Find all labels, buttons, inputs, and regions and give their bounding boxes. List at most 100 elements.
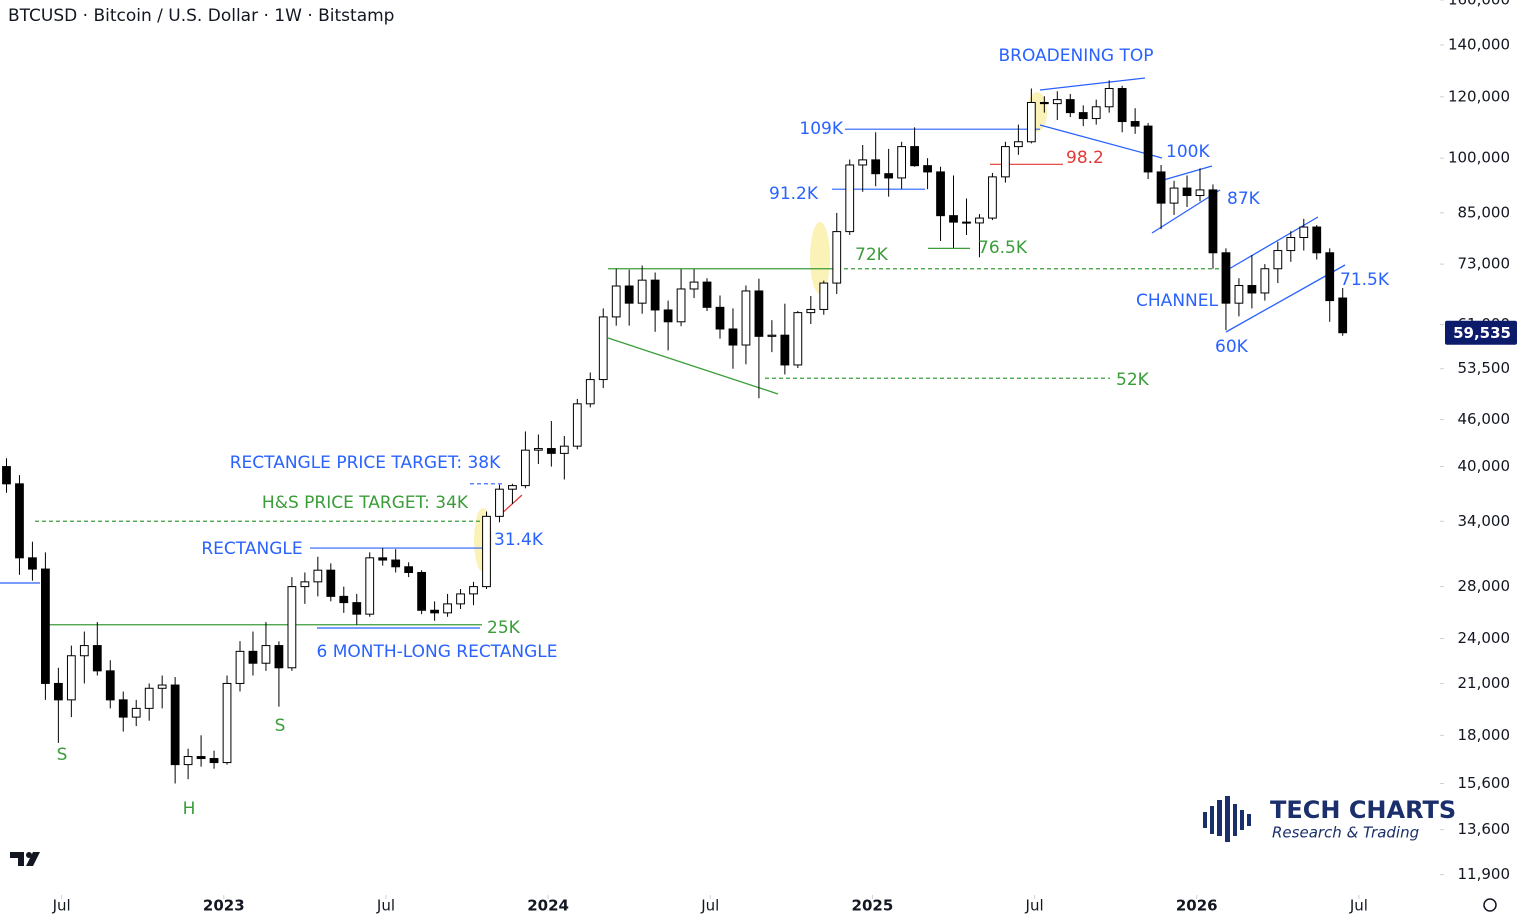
- candle-body: [598, 316, 608, 381]
- y-tick-label: 24,000: [1458, 629, 1511, 647]
- annotation: 87K: [1227, 189, 1261, 209]
- y-tick-label: 34,000: [1458, 512, 1511, 530]
- x-tick-label: 2025: [852, 897, 894, 915]
- candle-body: [663, 309, 673, 323]
- x-tick-label: 2024: [527, 897, 569, 915]
- annotation: RECTANGLE PRICE TARGET: 38K: [230, 453, 501, 473]
- candle-body: [1078, 112, 1088, 120]
- candle-body: [222, 682, 232, 764]
- candle-body: [105, 670, 115, 701]
- chart-title: BTCUSD · Bitcoin / U.S. Dollar · 1W · Bi…: [8, 6, 394, 26]
- candle-body: [1273, 250, 1283, 270]
- y-tick-label: 46,000: [1458, 410, 1511, 428]
- candle-body: [521, 449, 530, 487]
- candle-body: [92, 645, 102, 672]
- candle-body: [884, 173, 894, 179]
- candle-body: [780, 334, 790, 366]
- x-tick-label: 2026: [1176, 897, 1218, 915]
- candle-body: [404, 566, 414, 573]
- candle-body: [443, 603, 452, 614]
- candle-body: [715, 306, 725, 330]
- candle-body: [988, 176, 997, 219]
- y-tick-label: 100,000: [1448, 149, 1510, 167]
- candle-body: [15, 483, 24, 559]
- candle-body: [300, 581, 310, 588]
- annotation: 72K: [855, 245, 889, 265]
- settings-icon[interactable]: [1483, 898, 1497, 912]
- candle-body: [1169, 187, 1179, 204]
- x-tick-label: Jul: [700, 897, 719, 915]
- candle-body: [1091, 106, 1101, 120]
- settings-icon[interactable]: [1483, 898, 1497, 912]
- candle-body: [689, 281, 699, 290]
- annotations: BROADENING TOP CHANNEL RECTANGLE RECTANGLE …: [57, 46, 1390, 819]
- annotation: 71.5K: [1340, 270, 1390, 290]
- candle-body: [508, 485, 517, 490]
- candle-body: [482, 515, 491, 588]
- candle-body: [572, 403, 582, 447]
- candle-body: [1195, 189, 1205, 197]
- y-tick-label: 40,000: [1458, 457, 1511, 475]
- candle-body: [962, 221, 971, 224]
- candle-body: [144, 687, 154, 709]
- candle-body: [702, 281, 712, 308]
- annotation: 91.2K: [769, 184, 819, 204]
- y-tick-label: 11,900: [1458, 865, 1511, 883]
- candle-body: [41, 568, 50, 684]
- candle-body: [923, 165, 932, 173]
- y-tick-label: 53,500: [1458, 359, 1511, 377]
- last-price-label: 59,535: [1453, 324, 1511, 342]
- candle-body: [339, 595, 349, 604]
- level-lines: [35, 128, 1220, 626]
- candle-body: [1312, 226, 1322, 254]
- annotation: 98.2: [1066, 148, 1104, 168]
- annotation: RECTANGLE: [201, 539, 302, 559]
- candle-body: [261, 645, 271, 664]
- x-tick-label: Jul: [376, 897, 395, 915]
- candle-body: [845, 164, 855, 233]
- y-tick-label: 28,000: [1458, 577, 1511, 595]
- annotation: 100K: [1166, 142, 1210, 162]
- candle-body: [170, 684, 180, 766]
- candle-body: [1260, 268, 1270, 294]
- candles: [2, 80, 1348, 784]
- candle-body: [248, 650, 258, 664]
- candle-body: [1208, 189, 1218, 254]
- annotation: S: [57, 745, 68, 765]
- y-tick-label: 120,000: [1448, 87, 1510, 105]
- candle-body: [806, 308, 816, 314]
- trend-line: [607, 337, 779, 395]
- candle-body: [975, 217, 984, 224]
- candle-body: [274, 645, 284, 669]
- x-tick-label: Jul: [52, 897, 71, 915]
- candle-body: [196, 756, 206, 760]
- candle-body: [624, 285, 634, 304]
- annotation: 76.5K: [978, 238, 1028, 258]
- highlight: [810, 222, 830, 294]
- candle-body: [1117, 88, 1127, 123]
- candle-body: [728, 328, 738, 346]
- candle-body: [326, 569, 336, 597]
- candle-body: [767, 334, 777, 337]
- candle-body: [676, 288, 686, 323]
- candle-body: [79, 645, 89, 657]
- candle-body: [1104, 88, 1114, 108]
- trend-line: [1039, 124, 1163, 159]
- brand-name: TECH CHARTS: [1270, 796, 1456, 824]
- annotation: 52K: [1116, 370, 1150, 390]
- y-tick-label: 73,000: [1458, 255, 1511, 273]
- candle-body: [365, 557, 375, 615]
- y-tick-label: 13,600: [1458, 820, 1511, 838]
- candle-body: [53, 682, 63, 701]
- candle-body: [1221, 252, 1231, 304]
- tradingview-logo: [10, 852, 40, 866]
- candle-body: [287, 586, 297, 669]
- brand-tagline: Research & Trading: [1272, 824, 1419, 842]
- candle-body: [1013, 141, 1023, 148]
- candle-body: [1052, 99, 1062, 105]
- candle-body: [1325, 252, 1335, 302]
- candle-body: [871, 159, 881, 175]
- candle-body: [183, 756, 193, 766]
- candle-body: [793, 312, 803, 366]
- annotation: 31.4K: [494, 530, 544, 550]
